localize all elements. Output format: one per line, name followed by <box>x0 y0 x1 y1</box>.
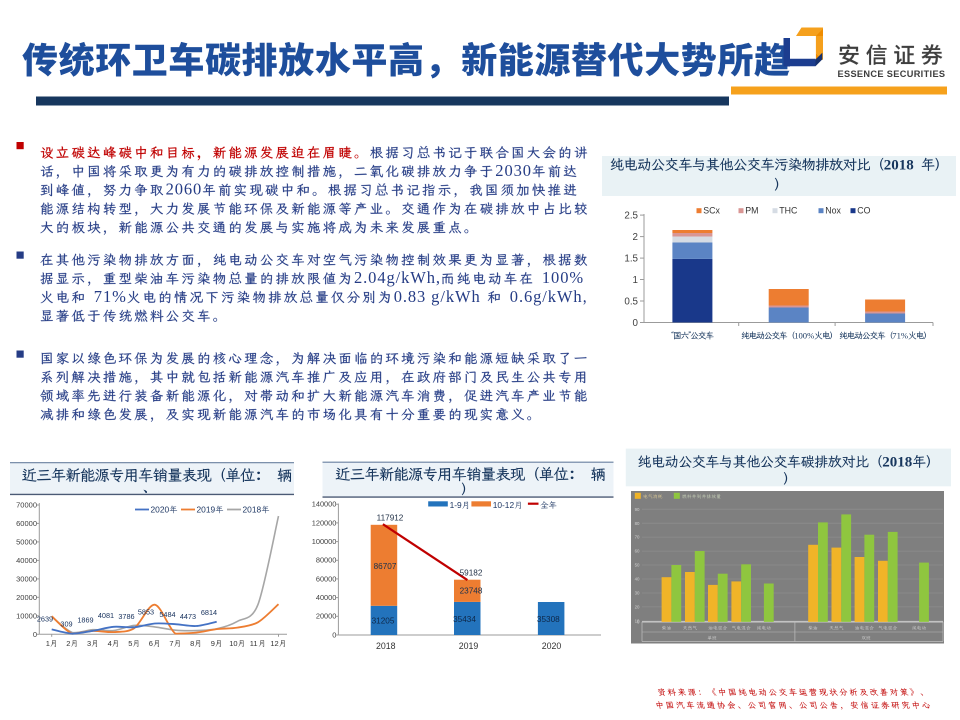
svg-text:140000: 140000 <box>312 500 337 509</box>
svg-text:90: 90 <box>635 507 640 512</box>
svg-text:9: 9 <box>211 639 215 648</box>
svg-text:0.83 g/kWh: 0.83 g/kWh <box>394 287 481 306</box>
svg-text:50000: 50000 <box>16 538 37 547</box>
svg-text:60000: 60000 <box>316 574 337 583</box>
svg-text:10000: 10000 <box>16 611 37 620</box>
svg-text:1: 1 <box>633 275 638 286</box>
svg-text:23748: 23748 <box>460 587 483 596</box>
svg-text:100%: 100% <box>542 268 584 287</box>
svg-text:80000: 80000 <box>316 556 337 565</box>
svg-text:0: 0 <box>332 630 336 639</box>
svg-text:2: 2 <box>66 639 70 648</box>
svg-text:30: 30 <box>635 591 640 596</box>
svg-text:3786: 3786 <box>118 612 134 621</box>
svg-text:2019: 2019 <box>197 505 216 515</box>
svg-text:60: 60 <box>635 549 640 554</box>
svg-text:20: 20 <box>635 605 640 610</box>
svg-text:86707: 86707 <box>374 562 397 571</box>
svg-text:1: 1 <box>46 639 50 648</box>
svg-text:70000: 70000 <box>16 501 37 510</box>
svg-text:70: 70 <box>635 535 640 540</box>
svg-text:50: 50 <box>635 563 640 568</box>
svg-text:10: 10 <box>635 619 640 624</box>
svg-text:35434: 35434 <box>453 615 476 624</box>
svg-text:40000: 40000 <box>16 556 37 565</box>
svg-text:0.5: 0.5 <box>624 296 638 307</box>
svg-text:1-9: 1-9 <box>450 500 462 510</box>
svg-text:PM: PM <box>745 206 758 216</box>
svg-text:2018: 2018 <box>882 455 912 471</box>
svg-text:100%: 100% <box>794 331 814 341</box>
svg-text:2639: 2639 <box>37 615 53 624</box>
svg-text:30000: 30000 <box>16 575 37 584</box>
svg-text:5853: 5853 <box>138 608 154 617</box>
svg-text:4: 4 <box>108 639 112 648</box>
svg-text:71%: 71% <box>892 331 908 341</box>
svg-text:ESSENCE SECURITIES: ESSENCE SECURITIES <box>838 69 946 79</box>
svg-text:0: 0 <box>633 318 639 329</box>
svg-text:1.5: 1.5 <box>624 253 638 264</box>
svg-text:10: 10 <box>229 639 237 648</box>
svg-text:2: 2 <box>633 232 638 243</box>
svg-text:7: 7 <box>169 639 173 648</box>
svg-text:71%: 71% <box>94 287 127 306</box>
svg-text:2.04g/kWh,: 2.04g/kWh, <box>354 268 441 287</box>
svg-text:THC: THC <box>779 206 798 216</box>
svg-text:12: 12 <box>270 639 278 648</box>
svg-text:2019: 2019 <box>459 641 479 651</box>
svg-text:Nox: Nox <box>825 206 841 216</box>
svg-text:100000: 100000 <box>312 537 337 546</box>
svg-text:60000: 60000 <box>16 519 37 528</box>
svg-text:40000: 40000 <box>316 593 337 602</box>
svg-text:20000: 20000 <box>316 612 337 621</box>
svg-text:0.6g/kWh: 0.6g/kWh <box>510 287 583 306</box>
svg-text:2018: 2018 <box>376 641 396 651</box>
svg-text:10-12: 10-12 <box>493 500 515 510</box>
svg-text:2020: 2020 <box>542 641 562 651</box>
svg-text:2018: 2018 <box>243 505 262 515</box>
svg-text:59182: 59182 <box>460 569 483 578</box>
svg-text:35308: 35308 <box>537 615 560 624</box>
svg-text:6814: 6814 <box>201 608 217 617</box>
svg-text:5484: 5484 <box>159 610 175 619</box>
svg-text:31205: 31205 <box>372 617 395 626</box>
svg-text:117912: 117912 <box>377 514 404 523</box>
svg-text:4473: 4473 <box>180 612 196 621</box>
svg-text:1869: 1869 <box>77 616 93 625</box>
svg-text:20000: 20000 <box>16 593 37 602</box>
svg-text:8: 8 <box>190 639 194 648</box>
svg-text:4081: 4081 <box>98 611 114 620</box>
svg-text:11: 11 <box>250 639 258 648</box>
svg-text:2018: 2018 <box>884 158 914 174</box>
svg-text:309: 309 <box>60 620 72 629</box>
svg-text:2060: 2060 <box>166 180 203 199</box>
svg-text:SCx: SCx <box>703 206 720 216</box>
svg-text:CO: CO <box>857 206 870 216</box>
svg-text:2020: 2020 <box>151 505 170 515</box>
svg-text:5: 5 <box>128 639 132 648</box>
svg-text:3: 3 <box>87 639 91 648</box>
svg-text:0: 0 <box>637 619 640 624</box>
svg-text:6: 6 <box>149 639 153 648</box>
svg-text:120000: 120000 <box>312 518 337 527</box>
svg-text:40: 40 <box>635 577 640 582</box>
svg-text:2030: 2030 <box>495 161 532 180</box>
svg-text:0: 0 <box>33 630 37 639</box>
svg-text:2.5: 2.5 <box>624 210 638 221</box>
svg-text:80: 80 <box>635 521 640 526</box>
